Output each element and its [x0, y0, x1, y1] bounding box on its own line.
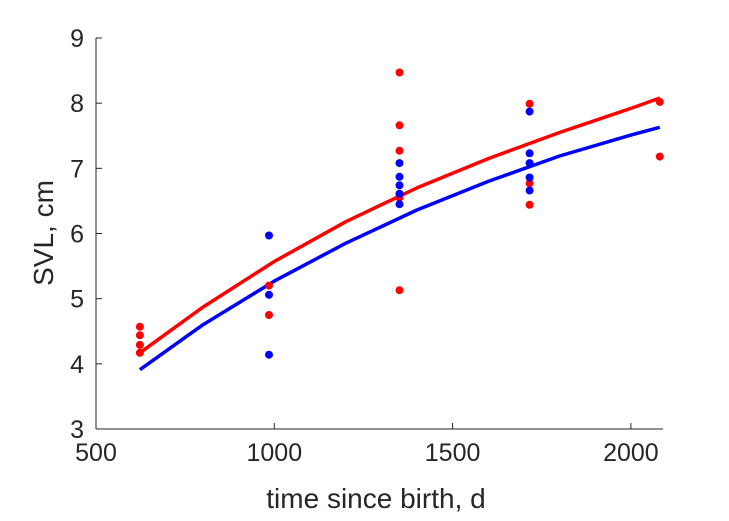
data-point — [265, 350, 273, 359]
fit-curves — [138, 96, 661, 372]
data-point — [135, 348, 144, 357]
data-point — [395, 159, 404, 168]
data-point — [525, 173, 534, 182]
x-tick-label: 1000 — [246, 439, 302, 467]
data-point — [525, 179, 534, 188]
data-point — [655, 97, 664, 106]
y-tick-label: 6 — [70, 221, 84, 249]
data-point — [525, 186, 534, 195]
data-point — [265, 290, 273, 299]
fit-curve — [138, 96, 661, 355]
data-point — [395, 181, 404, 190]
x-ticks: 500 1000 1500 2000 — [75, 423, 659, 467]
data-point — [135, 340, 144, 349]
y-tick-label: 8 — [70, 90, 84, 118]
data-point — [655, 152, 664, 161]
x-tick-label: 500 — [75, 439, 117, 467]
data-point — [395, 286, 404, 295]
data-point — [395, 189, 404, 198]
data-point — [395, 200, 404, 209]
y-axis-label: SVL, cm — [28, 180, 59, 286]
y-tick-label: 9 — [70, 25, 84, 53]
x-tick-label: 2000 — [603, 439, 659, 467]
y-tick-label: 7 — [70, 155, 84, 183]
x-axis-label: time since birth, d — [266, 483, 485, 514]
data-point — [265, 311, 273, 319]
data-point — [135, 331, 144, 340]
data-point — [525, 99, 534, 108]
data-point — [525, 107, 534, 116]
data-point — [135, 322, 144, 331]
data-point — [395, 146, 404, 155]
data-point — [265, 281, 273, 290]
data-point — [525, 159, 534, 168]
y-tick-label: 4 — [70, 351, 84, 379]
x-tick-label: 1500 — [425, 439, 481, 467]
data-point — [395, 172, 404, 181]
data-point — [395, 68, 404, 77]
data-point — [395, 121, 404, 130]
data-point — [265, 231, 273, 240]
data-point — [525, 149, 534, 158]
data-points — [135, 68, 664, 359]
y-ticks: 3 4 5 6 7 8 9 — [70, 25, 102, 444]
data-point — [525, 200, 534, 209]
y-tick-label: 5 — [70, 286, 84, 314]
fit-curve — [138, 125, 661, 372]
y-tick-label: 3 — [70, 416, 84, 444]
